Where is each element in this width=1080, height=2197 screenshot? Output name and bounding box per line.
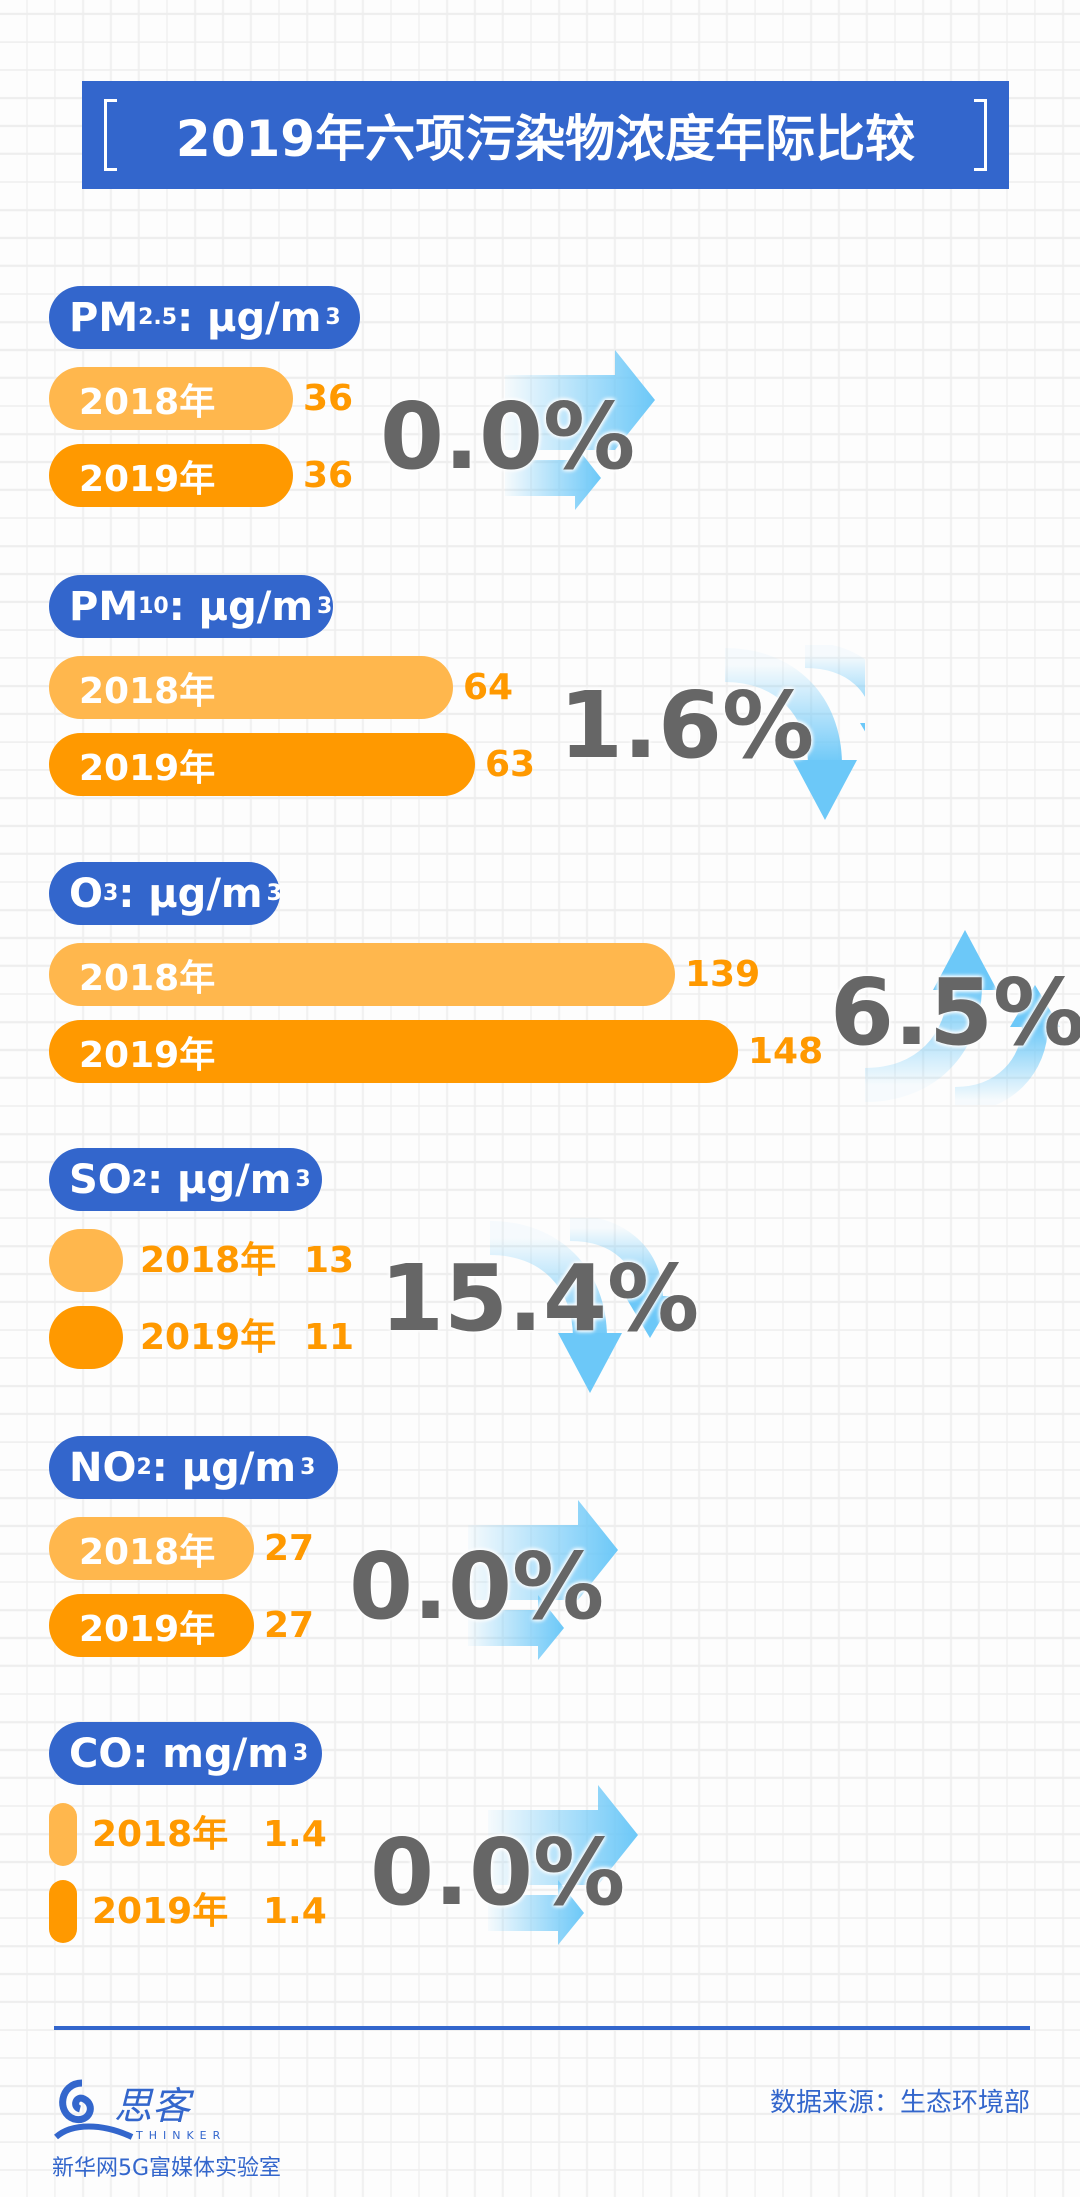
trend-arrow-flat-icon [488, 1785, 638, 1945]
bar-2018: 2018年 [49, 367, 293, 430]
year-label-2019: 2019年 [140, 1317, 277, 1358]
pollutant-subscript: 3 [103, 881, 119, 906]
pollutant-label: SO 2 : μg/m 3 [49, 1148, 322, 1211]
bar-2018: 2018年 [49, 656, 453, 719]
bar-2019 [49, 1306, 123, 1369]
value-2019: 63 [485, 744, 536, 785]
value-2019: 148 [748, 1031, 824, 1072]
pollutant-label: NO 2 : μg/m 3 [49, 1436, 338, 1499]
value-2019: 27 [264, 1605, 315, 1646]
value-2019: 36 [303, 455, 354, 496]
pollutant-name: PM [69, 583, 139, 630]
arrow-right-large [488, 1785, 638, 1885]
data-source: 数据来源：生态环境部 [769, 2088, 1030, 2118]
svg-text:THINKER: THINKER [135, 2129, 226, 2142]
unit: : μg/m [151, 1444, 297, 1491]
year-label-2019: 2019年 [79, 1608, 216, 1650]
unit-exponent: 3 [300, 1455, 316, 1480]
value-2019: 11 [304, 1317, 355, 1358]
thinker-logo: 思客 THINKER [52, 2075, 232, 2149]
page-title: 2019年六项污染物浓度年际比较 [82, 81, 1009, 189]
pollutant-name: PM [69, 294, 139, 341]
bar-2019: 2019年 [49, 733, 475, 796]
pollutant-label: CO : mg/m 3 [49, 1722, 322, 1785]
value-2018: 13 [304, 1240, 355, 1281]
unit-exponent: 3 [295, 1167, 311, 1192]
page-title-text: 2019年六项污染物浓度年际比较 [175, 110, 916, 168]
unit: : μg/m [168, 583, 314, 630]
pollutant-subscript: 2.5 [138, 305, 178, 330]
bar-2018 [49, 1803, 77, 1866]
left-bracket [104, 99, 117, 171]
arrow-right-small [488, 1880, 584, 1945]
unit-exponent: 3 [292, 1741, 309, 1766]
bar-2019 [49, 1880, 77, 1943]
year-label-2018: 2018年 [79, 381, 216, 423]
change-percent: 0.0% [370, 1819, 626, 1926]
arrow-right-large [468, 1500, 618, 1600]
pollutant-label: PM 2.5 : μg/m 3 [49, 286, 360, 349]
change-percent: 0.0% [349, 1533, 605, 1640]
arrow-right-small [505, 445, 601, 510]
unit: : mg/m [132, 1730, 289, 1777]
pollutant-name: NO [69, 1444, 137, 1491]
change-percent: 6.5% [830, 959, 1080, 1066]
unit-exponent: 3 [266, 881, 282, 906]
bar-2019: 2019年 [49, 444, 293, 507]
svg-text:思客: 思客 [114, 2084, 195, 2128]
year-label-2019: 2019年 [92, 1891, 229, 1932]
pollutant-name: CO [69, 1730, 133, 1777]
value-2018: 27 [264, 1528, 315, 1569]
pollutant-subscript: 2 [131, 1167, 148, 1192]
year-label-2018: 2018年 [92, 1814, 229, 1855]
unit: : μg/m [177, 294, 322, 341]
pollutant-name: O [69, 870, 104, 917]
pollutant-subscript: 10 [138, 594, 169, 619]
year-label-2019: 2019年 [79, 458, 216, 500]
unit-exponent: 3 [317, 594, 333, 619]
year-label-2019: 2019年 [79, 747, 216, 789]
year-label-2018: 2018年 [79, 957, 216, 999]
arrow-right-small [468, 1595, 564, 1660]
trend-arrow-down-icon [724, 645, 865, 820]
unit: : μg/m [147, 1156, 292, 1203]
value-2018: 64 [463, 667, 514, 708]
value-2018: 1.4 [263, 1814, 327, 1855]
value-2018: 36 [303, 378, 354, 419]
bar-2019: 2019年 [49, 1020, 738, 1083]
bar-2018: 2018年 [49, 1517, 254, 1580]
year-label-2018: 2018年 [140, 1240, 277, 1281]
pollutant-label: PM 10 : μg/m 3 [49, 575, 333, 638]
bar-2018: 2018年 [49, 943, 675, 1006]
right-bracket [974, 99, 987, 171]
year-label-2018: 2018年 [79, 670, 216, 712]
footer-divider [54, 2026, 1030, 2030]
trend-arrow-up-icon [864, 930, 1060, 1105]
value-2019: 1.4 [263, 1891, 327, 1932]
change-percent: 15.4% [380, 1245, 700, 1352]
value-2018: 139 [685, 954, 761, 995]
year-label-2018: 2018年 [79, 1531, 216, 1573]
unit-exponent: 3 [325, 305, 341, 330]
unit: : μg/m [118, 870, 263, 917]
trend-arrow-flat-icon [505, 350, 655, 510]
bar-2018 [49, 1229, 123, 1292]
logo-subtitle: 新华网5G富媒体实验室 [52, 2156, 282, 2181]
pollutant-name: SO [69, 1156, 132, 1203]
year-label-2019: 2019年 [79, 1034, 216, 1076]
bar-2019: 2019年 [49, 1594, 254, 1657]
trend-arrow-flat-icon [468, 1500, 618, 1660]
pollutant-subscript: 2 [136, 1455, 152, 1480]
change-percent: 1.6% [559, 672, 815, 779]
arrow-right-large [505, 350, 655, 450]
trend-arrow-down-icon [489, 1218, 675, 1393]
change-percent: 0.0% [380, 383, 636, 490]
